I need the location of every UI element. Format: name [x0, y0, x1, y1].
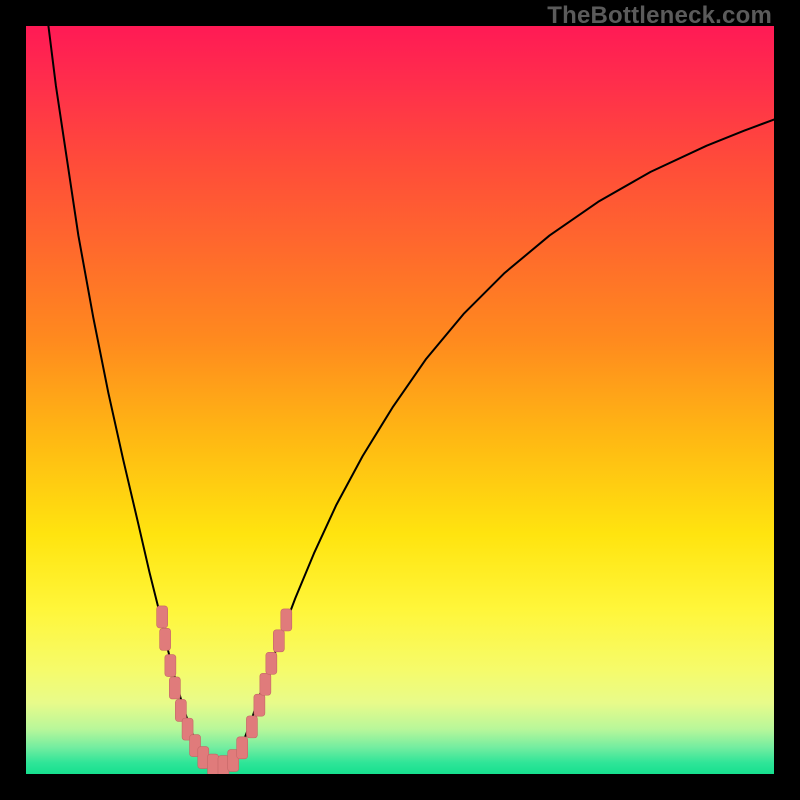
watermark-text: TheBottleneck.com	[547, 2, 772, 30]
outer-frame	[0, 0, 800, 800]
chart-stage: TheBottleneck.com	[0, 0, 800, 800]
